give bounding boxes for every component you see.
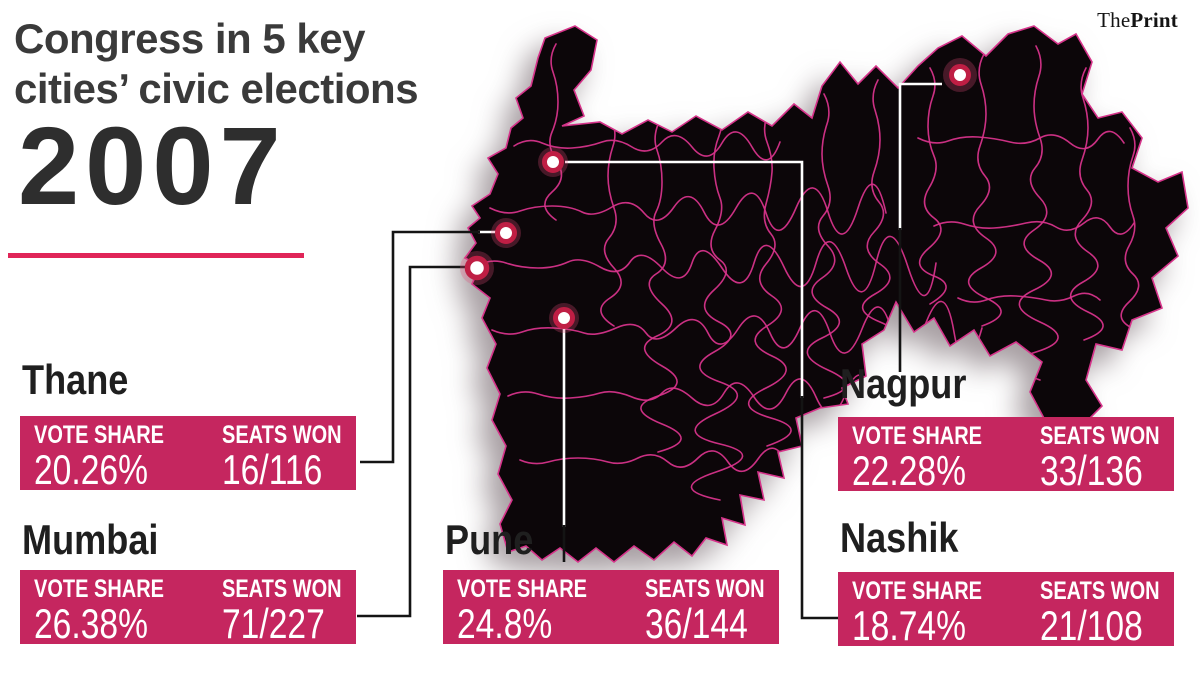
seats-won-value: 33/136 <box>1040 447 1143 494</box>
mumbai-marker-dot <box>460 251 494 285</box>
vote-share-label: VOTE SHARE <box>852 422 983 450</box>
vote-share-label: VOTE SHARE <box>34 421 165 449</box>
city-name-nashik: Nashik <box>840 514 959 561</box>
brand-the: The <box>1097 8 1131 32</box>
nagpur-connector-line-map <box>898 82 942 230</box>
title-line-1: Congress in 5 key <box>14 15 365 62</box>
thane-marker-dot <box>491 218 521 248</box>
vote-share-value: 20.26% <box>34 446 148 493</box>
theprint-logo: ThePrint <box>1097 8 1178 33</box>
vote-share-label: VOTE SHARE <box>852 577 983 605</box>
nagpur-marker-dot <box>943 58 977 92</box>
vote-share-label: VOTE SHARE <box>457 575 588 603</box>
nashik-connector-line-map <box>565 160 804 398</box>
nashik-marker-dot <box>538 147 568 177</box>
vote-share-value: 18.74% <box>852 602 966 649</box>
vote-share-label: VOTE SHARE <box>34 575 165 603</box>
pune-marker-dot <box>549 303 579 333</box>
nashik-connector-line <box>800 396 838 620</box>
page-title: Congress in 5 key cities’ civic election… <box>14 14 494 114</box>
seats-won-value: 36/144 <box>645 600 748 647</box>
seats-won-label: SEATS WON <box>222 575 342 603</box>
nashik-stat-box: VOTE SHARE 18.74% SEATS WON 21/108 <box>838 572 1174 649</box>
city-name-nagpur: Nagpur <box>840 360 967 407</box>
year-heading: 2007 <box>18 105 287 228</box>
seats-won-label: SEATS WON <box>645 575 765 603</box>
city-name-pune: Pune <box>445 516 534 563</box>
seats-won-value: 16/116 <box>222 446 323 493</box>
title-line-2: cities’ civic elections <box>14 65 419 112</box>
state-silhouette <box>463 25 1189 564</box>
seats-won-label: SEATS WON <box>1040 422 1160 450</box>
seats-won-label: SEATS WON <box>222 421 342 449</box>
pune-stat-box: VOTE SHARE 24.8% SEATS WON 36/144 <box>443 570 779 647</box>
seats-won-label: SEATS WON <box>1040 577 1160 605</box>
vote-share-value: 26.38% <box>34 600 148 647</box>
thane-connector-line <box>360 230 480 464</box>
nagpur-stat-box: VOTE SHARE 22.28% SEATS WON 33/136 <box>838 417 1174 494</box>
mumbai-stat-box: VOTE SHARE 26.38% SEATS WON 71/227 <box>20 570 356 647</box>
mumbai-connector-line <box>357 265 466 618</box>
vote-share-value: 22.28% <box>852 447 966 494</box>
city-name-mumbai: Mumbai <box>22 516 159 563</box>
thane-stat-box: VOTE SHARE 20.26% SEATS WON 16/116 <box>20 416 356 493</box>
seats-won-value: 21/108 <box>1040 602 1143 649</box>
seats-won-value: 71/227 <box>222 600 325 647</box>
brand-print: Print <box>1130 8 1178 32</box>
vote-share-value: 24.8% <box>457 600 553 647</box>
city-name-thane: Thane <box>22 356 129 403</box>
pink-underline <box>8 253 304 258</box>
